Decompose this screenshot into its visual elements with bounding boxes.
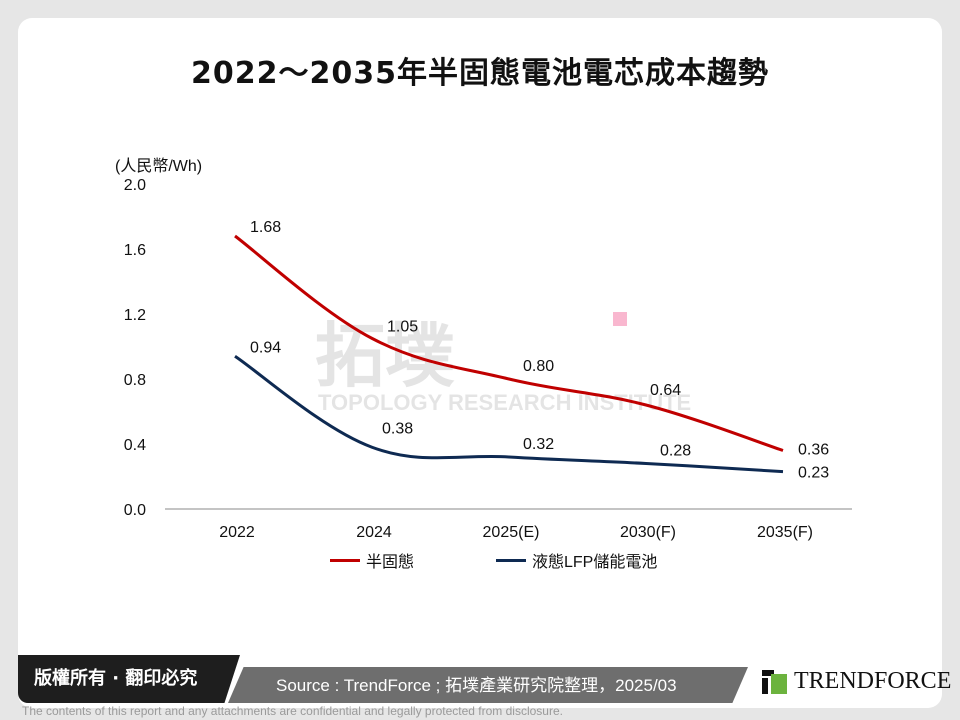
data-label: 0.28 <box>660 443 691 460</box>
disclaimer: The contents of this report and any atta… <box>22 704 563 718</box>
watermark: 拓墣 TOPOLOGY RESEARCH INSTITUTE <box>315 315 691 415</box>
legend-item-semi-solid: 半固態 <box>330 548 414 572</box>
y-tick-label: 1.6 <box>124 242 146 259</box>
x-tick-label: 2030(F) <box>620 524 676 541</box>
trendforce-logo-text: TRENDFORCE <box>794 668 952 694</box>
series-line-0 <box>234 234 784 452</box>
copyright-banner: 版權所有 · 翻印必究 <box>18 655 240 703</box>
y-axis-title: (人民幣/Wh) <box>115 157 202 175</box>
data-label: 1.05 <box>387 318 418 335</box>
legend-swatch <box>330 558 360 562</box>
watermark-mark <box>613 312 627 326</box>
data-label: 0.80 <box>523 358 554 375</box>
data-label: 0.32 <box>523 436 554 453</box>
data-label: 1.68 <box>250 219 281 236</box>
x-tick-label: 2022 <box>219 524 255 541</box>
legend-item-lfp: 液態LFP儲能電池 <box>496 548 657 572</box>
x-tick-label: 2024 <box>356 524 392 541</box>
data-label: 0.36 <box>798 442 829 459</box>
trendforce-logo: TRENDFORCE <box>762 668 951 695</box>
source-banner: Source : TrendForce ; 拓墣產業研究院整理，2025/03 <box>228 667 748 703</box>
data-label: 0.94 <box>250 339 281 356</box>
chart-title: 2022～2035年半固態電池電芯成本趨勢 <box>191 56 769 91</box>
x-tick-label: 2035(F) <box>757 524 813 541</box>
legend-label: 液態LFP儲能電池 <box>532 554 658 571</box>
data-label: 0.64 <box>650 382 681 399</box>
svg-text:拓墣: 拓墣 <box>315 315 455 397</box>
trendforce-logo-icon <box>762 669 788 694</box>
series-line-1 <box>234 355 784 474</box>
slide-card <box>18 18 942 708</box>
y-tick-label: 0.4 <box>124 437 146 454</box>
x-tick-label: 2025(E) <box>483 524 540 541</box>
y-tick-label: 1.2 <box>124 307 146 324</box>
y-tick-label: 2.0 <box>124 177 146 194</box>
y-tick-label: 0.0 <box>124 502 146 519</box>
data-label: 0.38 <box>382 420 413 437</box>
y-tick-label: 0.8 <box>124 372 146 389</box>
legend-label: 半固態 <box>366 554 415 571</box>
legend-swatch <box>496 558 526 562</box>
data-label: 0.23 <box>798 465 829 482</box>
